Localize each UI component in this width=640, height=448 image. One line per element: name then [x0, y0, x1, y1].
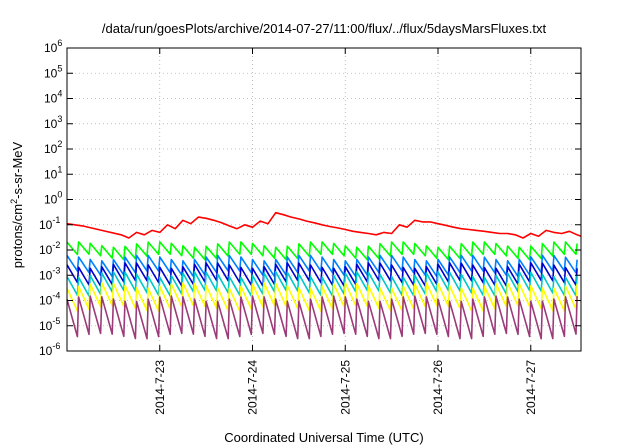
- y-tick-label: 10-5: [39, 316, 60, 333]
- y-tick-label: 103: [44, 114, 62, 131]
- x-tick-label: 2014-7-25: [338, 360, 352, 415]
- chart-title: /data/run/goesPlots/archive/2014-07-27/1…: [102, 21, 547, 36]
- x-axis: 2014-7-23 2014-7-24 2014-7-25 2014-7-26 2014…: [153, 48, 538, 415]
- y-axis: 106 105 104 103 102 101 100 10-1 10-2 10-3 10-4 10-…: [39, 38, 581, 358]
- series-lines: [66, 211, 582, 340]
- x-tick-label: 2014-7-24: [246, 360, 260, 415]
- y-tick-label: 105: [44, 63, 62, 80]
- y-tick-label: 10-4: [39, 291, 60, 308]
- y-tick-label: 106: [44, 38, 62, 55]
- y-tick-label: 10-1: [39, 215, 60, 232]
- y-tick-label: 10-3: [39, 265, 60, 282]
- x-axis-title: Coordinated Universal Time (UTC): [224, 430, 423, 445]
- y-tick-label: 104: [44, 89, 62, 106]
- y-tick-label: 100: [44, 190, 62, 207]
- y-tick-label: 10-6: [39, 341, 60, 358]
- series-line-1: [66, 211, 582, 239]
- y-axis-title: protons/cm2-s-sr-MeV: [9, 141, 25, 268]
- series-line-7: [66, 295, 578, 340]
- x-tick-label: 2014-7-26: [431, 360, 445, 415]
- y-tick-label: 101: [44, 164, 62, 181]
- y-tick-label: 102: [44, 139, 62, 156]
- y-tick-label: 10-2: [39, 240, 60, 257]
- x-tick-label: 2014-7-23: [153, 360, 167, 415]
- x-tick-label: 2014-7-27: [524, 360, 538, 415]
- series-line-2: [66, 241, 578, 261]
